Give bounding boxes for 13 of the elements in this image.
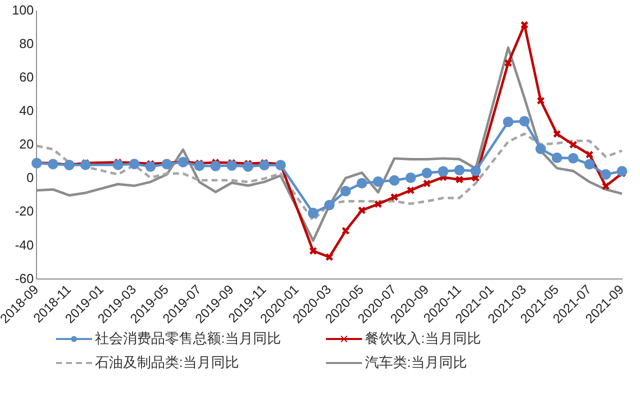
y-tick-label: 60: [19, 69, 34, 84]
y-tick-label: 0: [26, 170, 34, 186]
y-tick-label: -20: [14, 204, 34, 219]
legend-label: 社会消费品零售总额:当月同比: [95, 330, 281, 348]
legend-label: 餐饮收入:当月同比: [365, 330, 481, 348]
y-tick-label: 80: [19, 36, 34, 51]
y-tick-label: 100: [12, 2, 34, 18]
y-tick-label: -40: [14, 237, 34, 252]
y-tick-label: -60: [14, 270, 34, 286]
legend-label: 石油及制品类:当月同比: [95, 354, 239, 372]
y-tick-label: 40: [19, 103, 34, 118]
legend-label: 汽车类:当月同比: [365, 354, 467, 372]
y-tick-label: 20: [19, 136, 34, 152]
